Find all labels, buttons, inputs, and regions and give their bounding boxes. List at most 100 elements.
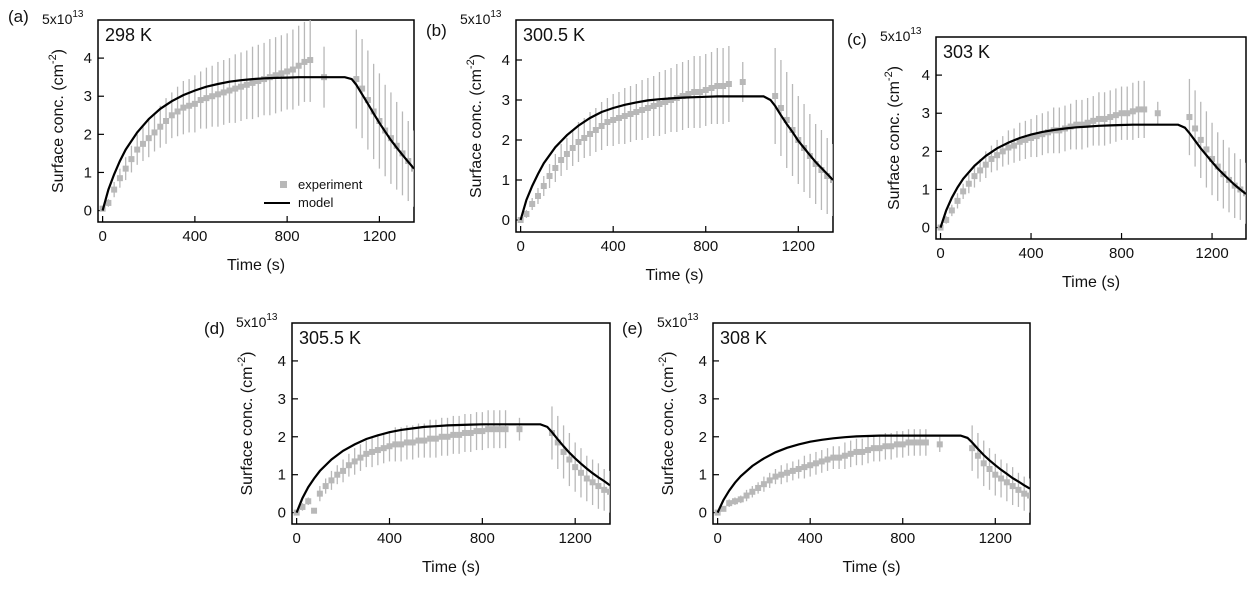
plot-area bbox=[714, 425, 1030, 516]
experiment-point bbox=[905, 439, 912, 446]
experiment-point bbox=[328, 477, 335, 484]
scale-base: 5x10 bbox=[460, 11, 491, 27]
experiment-point bbox=[534, 193, 541, 199]
experiment-point bbox=[999, 148, 1006, 155]
experiment-point bbox=[272, 72, 279, 79]
experiment-point bbox=[627, 111, 634, 117]
x-axis-title: Time (s) bbox=[227, 257, 285, 274]
experiment-point bbox=[1209, 155, 1216, 162]
experiment-point bbox=[1135, 106, 1142, 113]
experiment-point bbox=[1056, 127, 1063, 134]
experiment-point bbox=[876, 445, 883, 452]
panel-tag: (c) bbox=[847, 30, 867, 49]
experiment-point bbox=[540, 183, 547, 189]
experiment-point bbox=[960, 188, 967, 195]
experiment-point bbox=[122, 165, 129, 172]
experiment-point bbox=[1039, 131, 1046, 138]
x-tick-label: 1200 bbox=[782, 238, 815, 255]
y-tick-label: 1 bbox=[502, 172, 510, 189]
x-tick-label: 0 bbox=[936, 245, 944, 262]
experiment-point bbox=[818, 458, 825, 465]
experiment-point bbox=[830, 454, 837, 461]
experiment-point bbox=[1022, 136, 1029, 143]
plot-frame bbox=[291, 322, 611, 525]
experiment-point bbox=[772, 93, 779, 99]
experiment-point bbox=[836, 454, 843, 461]
experiment-point bbox=[569, 145, 576, 151]
experiment-point bbox=[284, 68, 291, 75]
experiment-point bbox=[334, 471, 341, 478]
scale-exponent: 13 bbox=[687, 312, 699, 323]
panel-a: (a) 298 K 5x1013 0 1 2 3 4 0 400 800 1200 Time (s) Su… bbox=[8, 7, 415, 274]
experiment-point bbox=[1124, 110, 1131, 117]
experiment-point bbox=[403, 439, 410, 446]
experiment-point bbox=[965, 180, 972, 187]
experiment-point bbox=[502, 426, 509, 433]
temperature-label: 303 K bbox=[943, 42, 990, 62]
y-tick-label: 3 bbox=[922, 105, 930, 122]
experiment-point bbox=[685, 91, 692, 97]
experiment-point bbox=[1101, 115, 1108, 122]
experiment-point bbox=[1214, 163, 1221, 170]
experiment-point bbox=[870, 445, 877, 452]
panel-tag: (d) bbox=[204, 319, 225, 338]
experiment-point bbox=[411, 165, 414, 172]
experiment-point bbox=[824, 173, 831, 179]
experiment-point bbox=[847, 450, 854, 457]
y-tick-label: 3 bbox=[84, 88, 92, 105]
y-scale-factor: 5x1013 bbox=[880, 26, 922, 44]
plot-frame bbox=[515, 19, 834, 233]
experiment-point bbox=[943, 216, 950, 223]
experiment-point bbox=[795, 466, 802, 473]
experiment-point bbox=[812, 460, 819, 467]
experiment-point bbox=[766, 477, 773, 484]
experiment-point bbox=[450, 431, 457, 438]
y-scale-factor: 5x1013 bbox=[657, 312, 699, 330]
experiment-point bbox=[1028, 135, 1035, 141]
experiment-point bbox=[720, 505, 727, 512]
scale-base: 5x10 bbox=[42, 11, 73, 27]
experiment-point bbox=[1141, 106, 1148, 113]
plot-area bbox=[293, 406, 610, 516]
x-tick-label: 400 bbox=[1019, 245, 1044, 262]
experiment-point bbox=[859, 448, 866, 455]
y-tick-label: 4 bbox=[502, 52, 510, 69]
y-tick-label: 1 bbox=[699, 467, 707, 484]
experiment-point bbox=[409, 439, 416, 446]
experiment-point bbox=[363, 450, 370, 457]
legend-experiment-label: experiment bbox=[298, 177, 363, 192]
experiment-point bbox=[1129, 108, 1136, 115]
y-tick-label: 0 bbox=[502, 212, 510, 229]
experiment-point bbox=[888, 443, 895, 450]
experiment-point bbox=[232, 85, 239, 92]
experiment-point bbox=[893, 441, 900, 448]
experiment-point bbox=[438, 433, 445, 440]
experiment-point bbox=[737, 496, 744, 503]
experiment-point bbox=[725, 81, 732, 87]
experiment-point bbox=[841, 452, 848, 459]
experiment-point bbox=[516, 426, 523, 433]
experiment-point bbox=[1118, 110, 1125, 117]
experiment-point bbox=[726, 500, 733, 507]
experiment-point bbox=[1005, 144, 1012, 151]
temperature-label: 305.5 K bbox=[299, 328, 361, 348]
x-tick-label: 1200 bbox=[558, 530, 591, 547]
experiment-point bbox=[174, 108, 181, 115]
experiment-point bbox=[778, 471, 785, 478]
experiment-point bbox=[575, 139, 582, 145]
experiment-point bbox=[714, 509, 721, 516]
experiment-point bbox=[577, 469, 584, 476]
x-tick-label: 800 bbox=[693, 238, 718, 255]
experiment-point bbox=[116, 175, 123, 182]
y-tick-label: 2 bbox=[84, 126, 92, 143]
experiment-point bbox=[1186, 114, 1193, 121]
experiment-point bbox=[807, 462, 814, 469]
experiment-point bbox=[812, 161, 819, 167]
experiment-point bbox=[604, 119, 611, 125]
experiment-point bbox=[853, 448, 860, 455]
experiment-point bbox=[668, 97, 675, 103]
experiment-point bbox=[679, 93, 686, 99]
panel-e: (e) 308 K 5x1013 0 1 2 3 4 0 400 800 1200 Time (s) Su… bbox=[622, 312, 1031, 576]
experiment-point bbox=[592, 127, 599, 133]
